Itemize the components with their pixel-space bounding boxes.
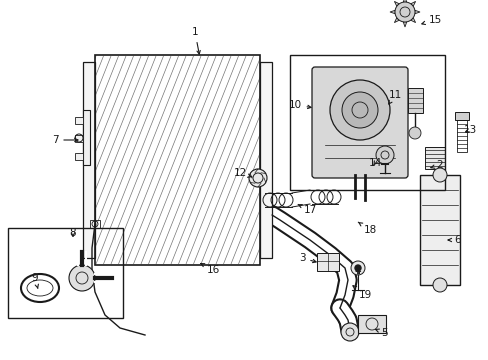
Circle shape bbox=[248, 169, 266, 187]
Text: 9: 9 bbox=[32, 273, 39, 288]
Bar bbox=[357, 315, 385, 333]
Text: 7: 7 bbox=[52, 135, 78, 145]
Bar bbox=[454, 112, 468, 120]
Text: 3: 3 bbox=[298, 253, 315, 263]
Text: 11: 11 bbox=[387, 90, 401, 104]
Bar bbox=[260, 62, 271, 258]
Bar bbox=[83, 110, 90, 165]
Polygon shape bbox=[410, 18, 415, 23]
Polygon shape bbox=[394, 1, 398, 6]
Bar bbox=[75, 117, 83, 124]
Circle shape bbox=[329, 80, 389, 140]
Text: 8: 8 bbox=[70, 228, 76, 238]
Text: 2: 2 bbox=[430, 160, 443, 170]
Bar bbox=[419, 175, 459, 285]
Text: 13: 13 bbox=[463, 125, 476, 135]
Text: 12: 12 bbox=[233, 168, 251, 178]
Polygon shape bbox=[389, 10, 394, 14]
Polygon shape bbox=[403, 0, 406, 2]
Bar bbox=[8, 228, 123, 318]
Bar bbox=[83, 62, 95, 258]
Bar bbox=[407, 88, 422, 113]
Circle shape bbox=[354, 265, 360, 271]
Bar bbox=[289, 55, 444, 190]
Bar bbox=[75, 135, 83, 142]
Text: 15: 15 bbox=[421, 15, 441, 25]
Circle shape bbox=[408, 127, 420, 139]
Bar bbox=[90, 220, 100, 228]
Text: 18: 18 bbox=[358, 222, 376, 235]
Text: 19: 19 bbox=[352, 286, 371, 300]
Bar bbox=[424, 147, 444, 169]
Text: 5: 5 bbox=[375, 328, 387, 338]
Polygon shape bbox=[403, 22, 406, 27]
Circle shape bbox=[375, 146, 393, 164]
Circle shape bbox=[69, 265, 95, 291]
FancyBboxPatch shape bbox=[311, 67, 407, 178]
Circle shape bbox=[432, 168, 446, 182]
Circle shape bbox=[394, 2, 414, 22]
Polygon shape bbox=[414, 10, 419, 14]
Circle shape bbox=[341, 92, 377, 128]
Bar bbox=[316, 253, 338, 271]
Circle shape bbox=[350, 261, 364, 275]
Polygon shape bbox=[394, 18, 398, 23]
Bar bbox=[95, 55, 260, 265]
Text: 17: 17 bbox=[297, 204, 316, 215]
Bar bbox=[75, 153, 83, 160]
Circle shape bbox=[340, 323, 358, 341]
Text: 4: 4 bbox=[354, 266, 361, 276]
Bar bbox=[456, 120, 466, 152]
Circle shape bbox=[432, 278, 446, 292]
Text: 1: 1 bbox=[191, 27, 200, 54]
Text: 6: 6 bbox=[447, 235, 460, 245]
Text: 10: 10 bbox=[288, 100, 310, 110]
Text: 14: 14 bbox=[367, 158, 381, 168]
Text: 16: 16 bbox=[201, 264, 219, 275]
Polygon shape bbox=[410, 1, 415, 6]
